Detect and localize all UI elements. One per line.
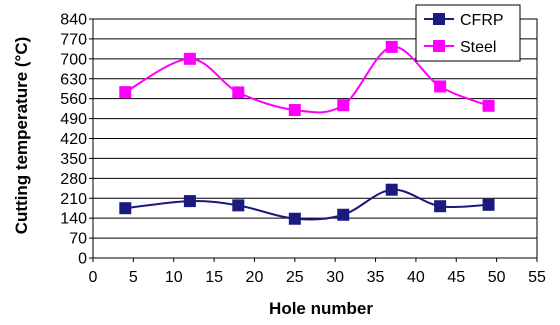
y-tick-label: 280 <box>60 171 87 188</box>
legend-label-steel: Steel <box>460 39 496 56</box>
legend-marker-cfrp <box>433 13 445 25</box>
x-tick-label: 30 <box>326 269 344 286</box>
x-tick-label: 40 <box>407 269 425 286</box>
data-point-cfrp <box>434 200 447 213</box>
data-point-steel <box>434 80 447 93</box>
legend-marker-steel <box>433 40 445 52</box>
data-point-steel <box>183 52 196 65</box>
data-point-steel <box>232 86 245 99</box>
x-axis-title: Hole number <box>269 299 373 318</box>
data-point-steel <box>337 99 350 112</box>
x-tick-label: 35 <box>367 269 385 286</box>
data-point-steel <box>119 86 132 99</box>
y-tick-label: 350 <box>60 151 87 168</box>
y-tick-label: 140 <box>60 211 87 228</box>
x-tick-label: 45 <box>447 269 465 286</box>
data-point-cfrp <box>482 198 495 211</box>
y-tick-label: 560 <box>60 91 87 108</box>
x-tick-label: 15 <box>205 269 223 286</box>
series-layer <box>119 40 495 225</box>
series-steel <box>119 40 495 117</box>
y-axis-title: Cutting temperature (°C) <box>12 37 31 235</box>
y-tick-label: 420 <box>60 131 87 148</box>
x-tick-label: 55 <box>528 269 546 286</box>
data-point-cfrp <box>337 208 350 221</box>
data-point-cfrp <box>385 183 398 196</box>
x-tick-label: 25 <box>286 269 304 286</box>
y-tick-label: 700 <box>60 51 87 68</box>
x-tick-label: 50 <box>488 269 506 286</box>
y-tick-label: 490 <box>60 111 87 128</box>
x-tick-labels: 0 5 10 15 20 25 30 35 40 45 50 55 <box>89 258 546 286</box>
x-tick-label: 5 <box>129 269 138 286</box>
y-tick-label: 210 <box>60 191 87 208</box>
data-point-steel <box>288 104 301 117</box>
y-tick-label: 630 <box>60 71 87 88</box>
legend: CFRP Steel <box>415 4 521 62</box>
x-tick-label: 0 <box>89 269 98 286</box>
series-line-cfrp <box>125 188 489 221</box>
x-tick-label: 20 <box>246 269 264 286</box>
data-point-steel <box>385 40 398 53</box>
y-tick-labels: 0 70 140 210 280 350 420 490 560 630 700 770 840 <box>60 12 93 268</box>
y-tick-label: 840 <box>60 12 87 29</box>
data-point-cfrp <box>288 212 301 225</box>
data-point-cfrp <box>232 199 245 212</box>
series-cfrp <box>119 183 495 225</box>
plot-area <box>92 18 538 259</box>
data-point-steel <box>482 99 495 112</box>
legend-label-cfrp: CFRP <box>460 12 504 29</box>
data-point-cfrp <box>183 195 196 208</box>
y-tick-label: 0 <box>78 251 87 268</box>
y-tick-label: 70 <box>69 231 87 248</box>
y-tick-label: 770 <box>60 31 87 48</box>
x-tick-label: 10 <box>165 269 183 286</box>
data-point-cfrp <box>119 202 132 215</box>
